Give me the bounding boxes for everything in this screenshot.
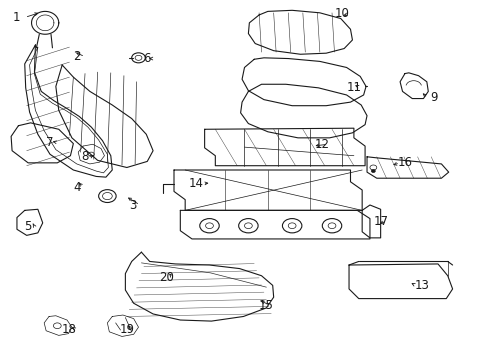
Circle shape xyxy=(371,170,374,172)
Text: 9: 9 xyxy=(429,91,437,104)
Text: 20: 20 xyxy=(159,271,174,284)
Text: 2: 2 xyxy=(73,50,81,63)
Text: 18: 18 xyxy=(62,323,77,336)
Text: 12: 12 xyxy=(314,138,329,151)
Text: 14: 14 xyxy=(188,177,203,190)
Text: 19: 19 xyxy=(119,323,134,336)
Text: 16: 16 xyxy=(397,156,411,169)
Text: 17: 17 xyxy=(373,215,388,228)
Text: 11: 11 xyxy=(346,81,361,94)
Text: 15: 15 xyxy=(259,299,273,312)
Text: 3: 3 xyxy=(129,198,136,212)
Text: 4: 4 xyxy=(73,181,81,194)
Text: 13: 13 xyxy=(414,279,428,292)
Text: 8: 8 xyxy=(81,150,88,163)
Text: 10: 10 xyxy=(334,8,348,21)
Text: 5: 5 xyxy=(24,220,32,233)
Text: 1: 1 xyxy=(12,11,20,24)
Text: 7: 7 xyxy=(46,136,54,149)
Text: 6: 6 xyxy=(143,52,151,65)
